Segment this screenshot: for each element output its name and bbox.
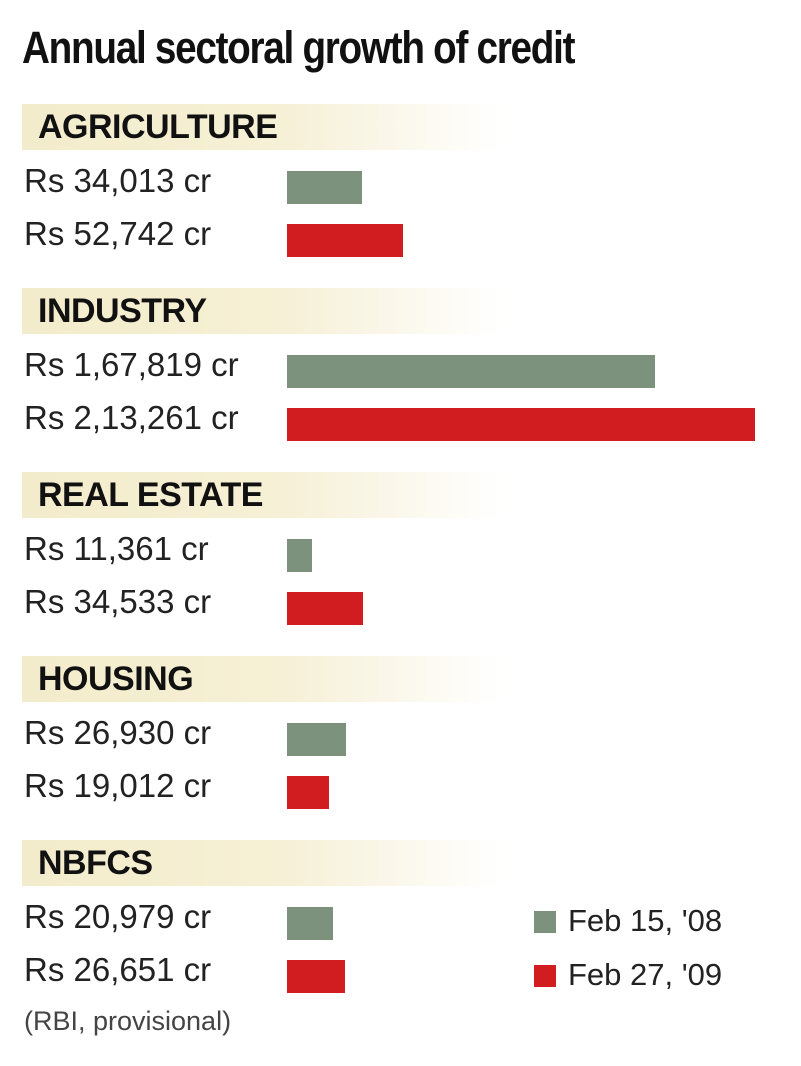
bar-agriculture-2009 <box>287 224 403 257</box>
sector-header-housing: HOUSING <box>22 656 502 702</box>
value-label-real-estate-2009: Rs 34,533 cr <box>24 583 212 620</box>
sector-name-nbfcs: NBFCS <box>38 844 153 882</box>
bar-housing-2008 <box>287 723 346 756</box>
value-label-agriculture-2009: Rs 52,742 cr <box>24 215 212 252</box>
value-label-nbfcs-2009: Rs 26,651 cr <box>24 951 212 988</box>
sector-name-housing: HOUSING <box>38 660 194 698</box>
value-label-housing-2008: Rs 26,930 cr <box>24 714 212 751</box>
legend-label-2008: Feb 15, '08 <box>568 903 723 938</box>
value-label-industry-2008: Rs 1,67,819 cr <box>24 346 239 383</box>
bar-nbfcs-2009 <box>287 960 345 993</box>
legend-label-2009: Feb 27, '09 <box>568 957 723 992</box>
value-label-real-estate-2008: Rs 11,361 cr <box>24 530 209 567</box>
sector-name-agriculture: AGRICULTURE <box>38 108 278 146</box>
value-label-housing-2009: Rs 19,012 cr <box>24 767 212 804</box>
sector-header-agriculture: AGRICULTURE <box>22 104 502 150</box>
sector-header-real-estate: REAL ESTATE <box>22 472 502 518</box>
sector-name-real-estate: REAL ESTATE <box>38 476 263 514</box>
bar-agriculture-2008 <box>287 171 362 204</box>
chart-title: Annual sectoral growth of credit <box>22 22 575 73</box>
bar-nbfcs-2008 <box>287 907 333 940</box>
sector-name-industry: INDUSTRY <box>38 292 207 330</box>
bar-real-estate-2009 <box>287 592 363 625</box>
value-label-nbfcs-2008: Rs 20,979 cr <box>24 898 212 935</box>
sector-header-industry: INDUSTRY <box>22 288 502 334</box>
bar-housing-2009 <box>287 776 329 809</box>
source-note: (RBI, provisional) <box>24 1006 232 1036</box>
bar-industry-2008 <box>287 355 655 388</box>
legend-swatch-2009 <box>534 965 556 987</box>
value-label-agriculture-2008: Rs 34,013 cr <box>24 162 212 199</box>
sector-header-nbfcs: NBFCS <box>22 840 502 886</box>
value-label-industry-2009: Rs 2,13,261 cr <box>24 399 239 436</box>
legend-swatch-2008 <box>534 911 556 933</box>
bar-real-estate-2008 <box>287 539 312 572</box>
bar-industry-2009 <box>287 408 755 441</box>
